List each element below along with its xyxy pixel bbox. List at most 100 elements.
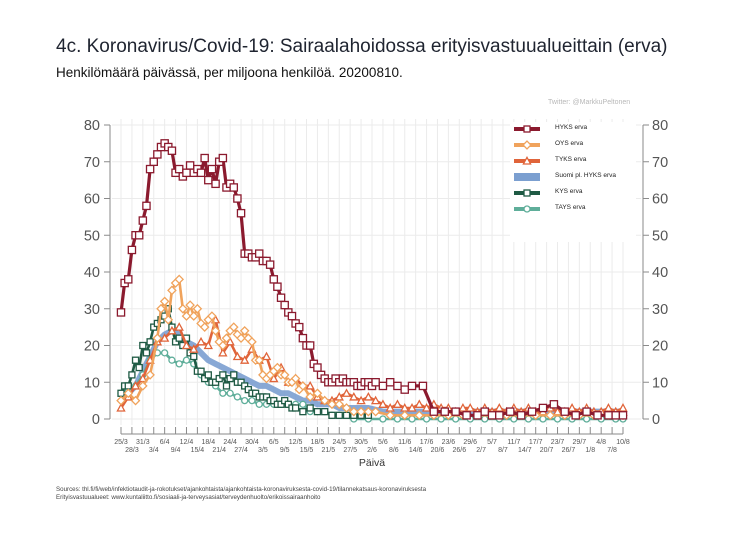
data-point [239, 355, 250, 364]
data-point [299, 407, 307, 416]
data-point [247, 337, 257, 347]
data-point [305, 341, 315, 350]
sources-note: Sources: thl.fi/fi/web/infektiotaudit-ja… [56, 486, 426, 502]
sources-line: Sources: thl.fi/fi/web/infektiotaudit-ja… [56, 486, 427, 493]
x-tick-label: 28/3 [125, 447, 139, 454]
data-point [219, 389, 227, 397]
data-point [319, 395, 330, 406]
data-point [272, 362, 283, 373]
data-point [429, 407, 439, 416]
data-point [211, 179, 220, 189]
data-point [618, 403, 628, 412]
data-point [290, 373, 301, 384]
data-point [178, 303, 188, 314]
data-point [451, 407, 460, 416]
legend-swatch-marker [522, 156, 532, 165]
data-point [167, 146, 177, 155]
data-point [255, 400, 263, 408]
data-point [182, 356, 191, 364]
x-tick-label: 23/6 [442, 439, 456, 446]
data-point [188, 311, 199, 321]
data-point [229, 183, 239, 192]
data-point [414, 410, 425, 421]
x-tick-label: 5/6 [378, 439, 388, 446]
y-tick-label-right: 20 [652, 339, 668, 355]
y-tick-label-right: 60 [652, 192, 668, 208]
data-point [230, 371, 238, 379]
x-tick-label: 9/5 [280, 447, 290, 454]
x-tick-label: 20/6 [431, 447, 445, 454]
data-point [604, 411, 613, 420]
data-point [356, 406, 366, 417]
data-point [385, 410, 396, 421]
data-point [371, 377, 380, 387]
data-point [279, 370, 290, 380]
x-tick-label: 21/4 [212, 447, 226, 454]
data-point [603, 403, 614, 412]
x-tick-label: 14/7 [518, 447, 532, 454]
legend-label: HYKS erva [555, 124, 588, 131]
data-point [159, 296, 170, 307]
data-point [341, 403, 352, 413]
data-point [174, 322, 184, 331]
data-point [280, 300, 289, 310]
x-tick-label: 27/4 [234, 447, 248, 454]
legend-swatch-kys [514, 189, 540, 197]
data-point [142, 201, 151, 211]
data-point [204, 175, 213, 185]
data-point [399, 410, 410, 421]
data-point [524, 415, 533, 423]
data-point [549, 400, 559, 409]
data-point [167, 325, 177, 335]
data-point [452, 415, 460, 423]
data-point [190, 352, 198, 361]
x-tick-label: 24/4 [223, 439, 237, 446]
x-tick-label: 27/5 [343, 447, 357, 454]
data-point [145, 370, 155, 380]
data-point [175, 334, 183, 342]
axes: 0 0 10 10 20 20 30 30 40 40 50 50 60 60 70 70 80 80 25/3 31… [84, 118, 668, 454]
data-point [226, 389, 234, 397]
data-point [312, 388, 323, 399]
data-point [527, 407, 537, 416]
credit: Twitter: @MarkkuPeltonen [548, 99, 631, 106]
data-point [236, 208, 246, 218]
legend-label: TAYS erva [555, 204, 586, 211]
x-tick-label: 31/3 [136, 439, 150, 446]
x-tick-label: 12/5 [289, 439, 303, 446]
data-point [185, 161, 195, 170]
data-point [130, 395, 141, 406]
y-tick-label-left: 60 [84, 192, 100, 208]
data-point [494, 403, 505, 412]
data-point [181, 340, 192, 350]
data-point [153, 150, 162, 159]
x-tick-label: 25/3 [114, 439, 128, 446]
x-tick-label: 2/7 [476, 447, 486, 454]
y-tick-label-left: 80 [84, 118, 100, 134]
x-axis-label: Päivä [359, 457, 385, 469]
data-point [269, 275, 279, 284]
data-point [495, 411, 504, 420]
data-point [248, 396, 256, 405]
data-point [539, 415, 547, 423]
data-point [560, 407, 570, 416]
data-point [370, 395, 381, 405]
data-point [407, 381, 417, 391]
x-tick-label: 21/5 [322, 447, 336, 454]
data-point [553, 415, 562, 423]
data-point [458, 403, 468, 412]
data-point [414, 399, 424, 408]
data-point [233, 393, 242, 401]
data-point [510, 415, 518, 423]
x-tick-label: 6/4 [160, 439, 170, 446]
data-point [370, 406, 381, 417]
data-point [204, 371, 212, 379]
data-point [167, 285, 177, 296]
x-tick-label: 26/6 [452, 447, 466, 454]
data-point [116, 308, 126, 317]
data-point [182, 168, 191, 178]
data-point [462, 411, 471, 420]
legend-swatch-marker [522, 140, 532, 150]
x-tick-label: 15/5 [300, 447, 314, 454]
data-point [116, 395, 126, 406]
